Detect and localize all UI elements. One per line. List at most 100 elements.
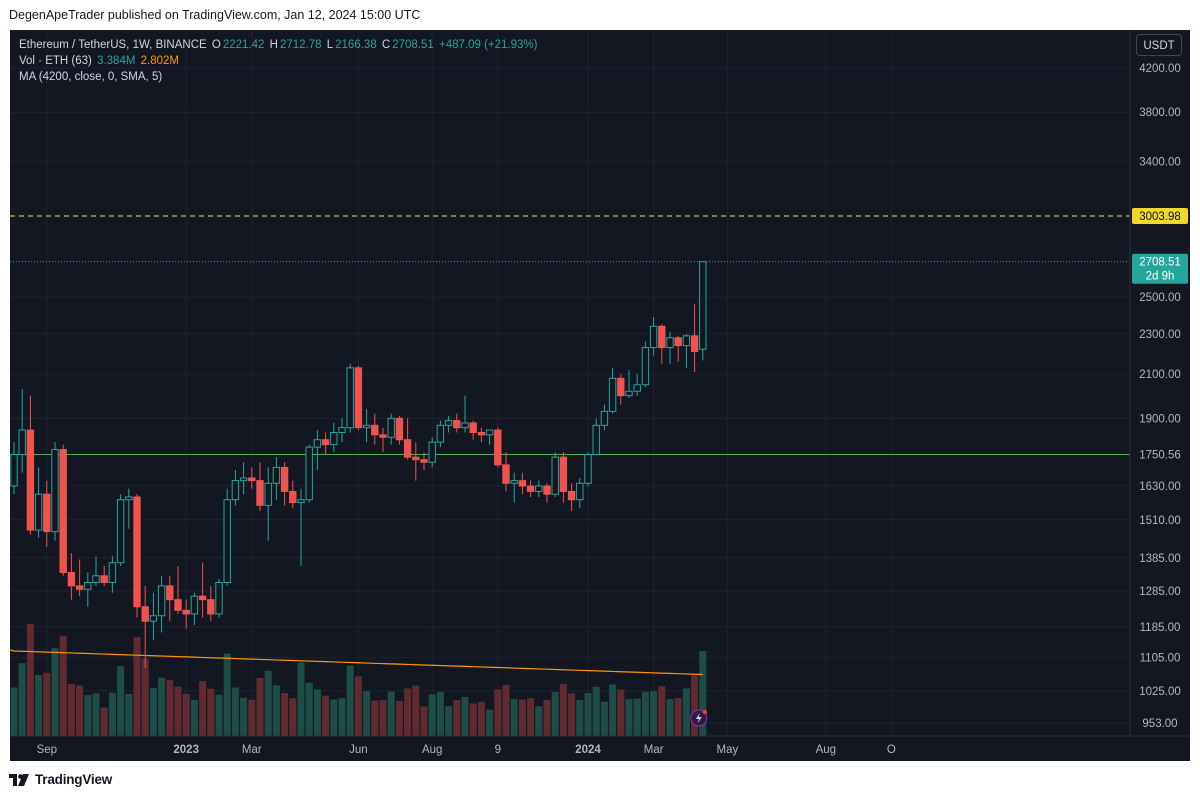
volume-bar [420,706,428,736]
candle-body [600,410,609,426]
price-tick-label: 3400.00 [1139,156,1181,168]
candle-body [141,606,149,622]
candle-body [674,337,682,347]
volume-bar [248,699,256,736]
price-tick-label: 1285.00 [1139,586,1181,598]
candle-body [198,595,207,601]
volume-bar [559,683,567,736]
candle-body [535,485,543,492]
volume-bar [354,676,362,736]
legend-o-label: O [211,39,221,51]
price-tick-label: 1105.00 [1140,653,1181,665]
candle-body [34,493,43,531]
candle-body [313,439,322,448]
candle-body [174,599,182,611]
volume-bar [412,685,420,736]
legend-volume-label[interactable]: Vol · ETH (63) [19,55,92,67]
candle-body [395,417,404,441]
legend-symbol[interactable]: Ethereum / TetherUS, 1W, BINANCE [19,39,207,51]
time-tick-label: Mar [242,744,262,756]
volume-bar [527,698,535,736]
candle-body [428,441,436,463]
volume-bar [363,691,371,736]
legend-high: 2712.78 [279,39,322,51]
time-tick-label: Jun [349,744,368,756]
legend-ma-label[interactable]: MA (4200, close, 0, SMA, 5) [19,71,163,83]
price-tick-label: 1630.00 [1139,481,1181,493]
legend-volume-row: Vol · ETH (63) 3.384M 2.802M [19,53,539,69]
candle-body [625,390,633,397]
price-tick-label: 2300.00 [1139,329,1181,341]
volume-bar [182,693,190,736]
candle-body [289,490,297,504]
volume-bar [674,698,682,736]
volume-bar [469,703,477,736]
candle-body [485,429,494,436]
time-tick-label: May [717,744,739,756]
volume-bar [371,700,379,736]
candle-body [346,367,354,429]
volume-bar [18,663,26,736]
volume-bar [592,686,600,736]
tradingview-logo[interactable]: TradingView [9,772,112,787]
price-tick-label: 1750.56 [1139,450,1181,462]
volume-bar [289,698,297,736]
volume-bar [535,706,543,736]
chart-background [10,30,1190,761]
candle-body [420,459,428,463]
volume-bar [387,691,395,736]
volume-bar [149,688,157,736]
candle-body [666,337,674,349]
volume-bar [609,684,617,736]
volume-bar [100,707,108,736]
candle-body [182,609,190,615]
volume-bar [453,700,461,736]
volume-bar [10,687,18,736]
volume-bar [428,694,436,736]
volume-bar [445,706,453,736]
volume-bar [518,699,526,736]
candle-body [190,595,199,615]
legend-open: 2221.42 [222,39,265,51]
chart-panel[interactable]: 953.00 1025.00 1105.00 1185.00 1285.00 1385.0… [10,30,1190,761]
candle-body [362,424,371,429]
chart-canvas[interactable]: 953.00 1025.00 1105.00 1185.00 1285.00 1385.0… [10,30,1190,761]
time-tick-label: 9 [495,744,501,756]
candle-body [264,482,272,506]
tradingview-logo-icon [9,773,29,786]
price-tick-label: 3800.00 [1139,107,1181,119]
price-tick-label: 2100.00 [1139,369,1181,381]
volume-bar [551,691,559,736]
candle-body [330,431,338,446]
candle-body [403,439,412,458]
price-level-tag [1132,208,1188,225]
volume-bar [461,696,469,736]
candle-body [617,377,625,397]
candle-body [108,562,117,583]
currency-button[interactable]: USDT [1136,34,1182,56]
volume-bar [133,637,141,736]
volume-bar [92,693,100,736]
candle-body [207,599,215,615]
price-tick-label: 953.00 [1142,718,1177,730]
volume-bar [297,662,305,736]
volume-bar [477,701,485,736]
volume-bar [281,693,289,736]
legend-volume-ma-value: 2.802M [140,55,179,67]
candle-body [92,575,100,583]
candle-body [10,454,18,487]
chart-legend: Ethereum / TetherUS, 1W, BINANCE O 2221.4… [19,37,539,85]
volume-bar [76,685,84,736]
candle-body [157,585,166,617]
volume-bar [51,648,59,736]
legend-c-label: C [381,39,391,51]
candle-body [510,480,518,484]
candle-body [682,335,691,347]
volume-bar [117,665,125,736]
legend-h-label: H [269,39,278,51]
volume-bar [395,700,403,736]
candle-body [608,377,617,412]
candle-body [51,449,59,533]
legend-low: 2166.38 [335,39,377,51]
legend-volume-value: 3.384M [97,55,136,67]
